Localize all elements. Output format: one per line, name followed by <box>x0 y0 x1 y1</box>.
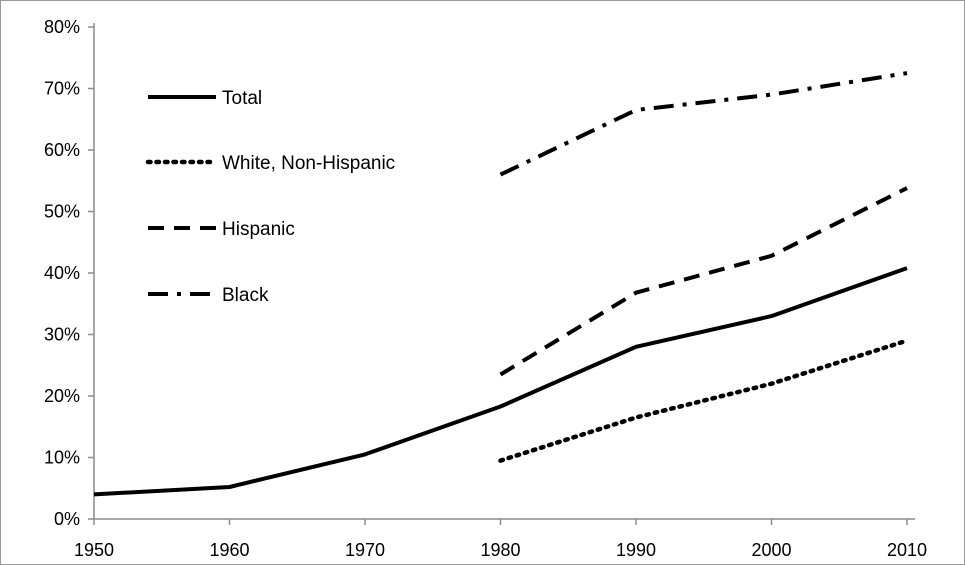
y-tick-label: 60% <box>44 140 80 160</box>
y-axis: 0% 10% 20% 30% 40% 50% 60% 70% 80% <box>44 17 95 529</box>
legend-label-hispanic: Hispanic <box>222 219 295 240</box>
y-tick-label: 40% <box>44 263 80 283</box>
y-tick-label: 0% <box>54 509 80 529</box>
y-tick-label: 30% <box>44 325 80 345</box>
x-tick-label: 1980 <box>480 540 520 560</box>
series-line-hispanic <box>499 186 908 377</box>
x-tick-label: 1990 <box>616 540 656 560</box>
y-tick-label: 20% <box>44 386 80 406</box>
legend-label-total: Total <box>222 88 262 109</box>
x-tick-label: 2000 <box>751 540 791 560</box>
series-lines <box>93 71 910 497</box>
series-line-white-non-hispanic <box>498 338 910 463</box>
legend-label-black: Black <box>222 285 269 306</box>
series-line-black <box>499 71 908 177</box>
series-line-total <box>93 266 908 497</box>
y-tick-label: 80% <box>44 17 80 37</box>
legend-label-white-non-hispanic: White, Non-Hispanic <box>222 153 395 174</box>
x-tick-label: 1950 <box>74 540 114 560</box>
y-tick-label: 10% <box>44 448 80 468</box>
x-tick-label: 1970 <box>345 540 385 560</box>
y-tick-label: 50% <box>44 202 80 222</box>
x-axis: 1950 1960 1970 1980 1990 2000 2010 <box>74 518 927 560</box>
y-tick-label: 70% <box>44 79 80 99</box>
x-tick-label: 2010 <box>887 540 927 560</box>
x-tick-label: 1960 <box>209 540 249 560</box>
legend: Total White, Non-Hispanic Hispanic Black <box>145 88 395 306</box>
